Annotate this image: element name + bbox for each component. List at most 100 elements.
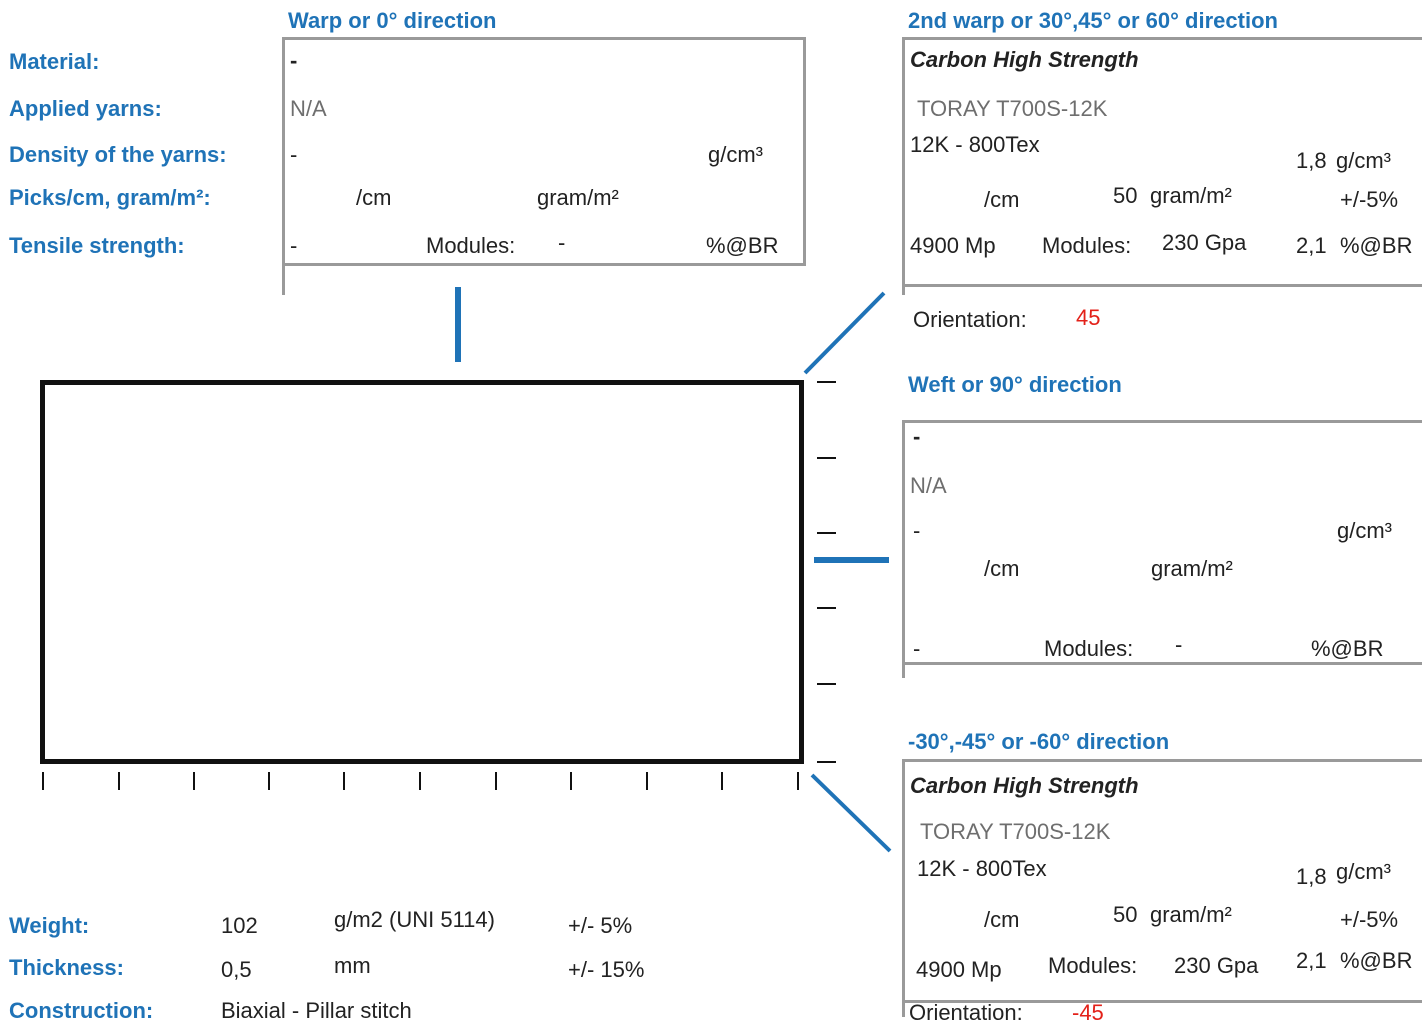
warp-modules: - <box>558 230 566 255</box>
warp-br-unit: %@BR <box>706 233 779 258</box>
weft-picks-unit: /cm <box>984 556 1020 581</box>
weft-br-unit: %@BR <box>1311 636 1384 661</box>
neg-direction-br-value: 2,1 <box>1296 948 1327 973</box>
second-warp-yarn-spec: 12K - 800Tex <box>910 132 1040 157</box>
neg-direction-density-unit: g/cm³ <box>1336 859 1391 884</box>
weft-gram-unit: gram/m² <box>1151 556 1233 581</box>
neg-direction-picks-unit: /cm <box>984 907 1020 932</box>
neg-direction-orientation: -45 <box>1072 1000 1104 1025</box>
second-warp-tensile: 4900 Mp <box>910 233 996 258</box>
warp-header: Warp or 0° direction <box>288 8 497 33</box>
material-label: Material: <box>9 49 100 74</box>
bottom-tick <box>193 772 195 790</box>
bottom-tick <box>343 772 345 790</box>
neg-direction-orientation-label: Orientation: <box>909 1000 1023 1025</box>
warp-density-unit: g/cm³ <box>708 142 763 167</box>
right-tick <box>817 381 836 383</box>
second-warp-box-top <box>902 37 1422 40</box>
right-tick <box>817 683 836 685</box>
warp-box-top <box>282 37 806 40</box>
weft-header: Weft or 90° direction <box>908 372 1122 397</box>
neg-direction-box-top <box>902 759 1422 762</box>
weight-label: Weight: <box>9 913 90 938</box>
second-warp-picks-unit: /cm <box>984 187 1020 212</box>
construction-label: Construction: <box>9 998 154 1023</box>
neg-direction-tensile: 4900 Mp <box>916 957 1002 982</box>
bottom-tick <box>118 772 120 790</box>
weight-unit: g/m2 (UNI 5114) <box>334 907 495 932</box>
neg-direction-modules-label: Modules: <box>1048 953 1138 978</box>
second-warp-orientation: 45 <box>1076 305 1101 330</box>
warp-box-right <box>803 37 806 265</box>
bottom-tick <box>419 772 421 790</box>
neg-direction-tolerance: +/-5% <box>1340 907 1399 932</box>
bottom-tick <box>268 772 270 790</box>
weight-value: 102 <box>221 913 258 938</box>
right-tick <box>817 457 836 459</box>
weft-connector <box>814 557 889 563</box>
weft-box-left <box>902 420 905 678</box>
second-warp-header: 2nd warp or 30°,45° or 60° direction <box>908 8 1278 33</box>
warp-box-left <box>282 37 285 295</box>
warp-connector <box>455 287 461 362</box>
warp-gram-unit: gram/m² <box>537 185 619 210</box>
neg-direction-modules: 230 Gpa <box>1174 953 1259 978</box>
bottom-tick <box>570 772 572 790</box>
construction-value: Biaxial - Pillar stitch <box>221 998 412 1023</box>
bottom-tick <box>495 772 497 790</box>
neg-direction-gram-unit: gram/m² <box>1150 902 1232 927</box>
right-tick <box>817 607 836 609</box>
warp-density: - <box>290 142 298 167</box>
second-warp-br-unit: %@BR <box>1340 233 1413 258</box>
second-warp-orientation-label: Orientation: <box>913 307 1027 332</box>
tensile-label: Tensile strength: <box>9 233 185 258</box>
second-warp-box-left <box>902 37 905 295</box>
weft-box-top <box>902 420 1422 423</box>
second-warp-gram-value: 50 <box>1113 183 1138 208</box>
second-warp-modules: 230 Gpa <box>1162 230 1247 255</box>
thickness-unit: mm <box>334 953 371 978</box>
second-warp-density-unit: g/cm³ <box>1336 148 1391 173</box>
right-tick <box>817 532 836 534</box>
weft-modules: - <box>1175 632 1183 657</box>
diagonal-connectors <box>803 291 892 853</box>
warp-applied-yarns: N/A <box>290 96 327 121</box>
thickness-label: Thickness: <box>9 955 124 980</box>
neg-direction-box-bottom <box>902 1000 1422 1003</box>
neg-direction-applied-yarns: TORAY T700S-12K <box>920 819 1111 844</box>
second-warp-material: Carbon High Strength <box>910 47 1139 72</box>
neg-direction-yarn-spec: 12K - 800Tex <box>917 856 1047 881</box>
weft-density-unit: g/cm³ <box>1337 518 1392 543</box>
second-warp-modules-label: Modules: <box>1042 233 1132 258</box>
density-label: Density of the yarns: <box>9 142 227 167</box>
neg-direction-header: -30°,-45° or -60° direction <box>908 729 1170 754</box>
bottom-tick <box>721 772 723 790</box>
neg-direction-material: Carbon High Strength <box>910 773 1139 798</box>
applied-yarns-label: Applied yarns: <box>9 96 162 121</box>
bottom-tick <box>797 772 799 790</box>
weft-box-bottom <box>902 662 1422 665</box>
neg-direction-density: 1,8 <box>1296 864 1327 889</box>
thickness-tolerance: +/- 15% <box>568 957 645 982</box>
bottom-tick <box>42 772 44 790</box>
thickness-value: 0,5 <box>221 957 252 982</box>
picks-label: Picks/cm, gram/m²: <box>9 185 211 210</box>
neg-direction-br-unit: %@BR <box>1340 948 1413 973</box>
weft-material: - <box>913 424 921 449</box>
weft-modules-label: Modules: <box>1044 636 1134 661</box>
weft-tensile: - <box>913 636 921 661</box>
warp-material: - <box>290 48 298 73</box>
right-tick <box>817 761 836 763</box>
second-warp-applied-yarns: TORAY T700S-12K <box>917 96 1108 121</box>
second-warp-tolerance: +/-5% <box>1340 187 1399 212</box>
warp-box-bottom <box>282 263 806 266</box>
second-warp-connector <box>803 291 886 375</box>
weft-density: - <box>913 518 921 543</box>
neg-direction-connector <box>810 773 892 853</box>
weft-applied-yarns: N/A <box>910 473 947 498</box>
warp-modules-label: Modules: <box>426 233 516 258</box>
weight-tolerance: +/- 5% <box>568 913 633 938</box>
second-warp-gram-unit: gram/m² <box>1150 183 1232 208</box>
bottom-tick <box>646 772 648 790</box>
neg-direction-box-left <box>902 759 905 1017</box>
